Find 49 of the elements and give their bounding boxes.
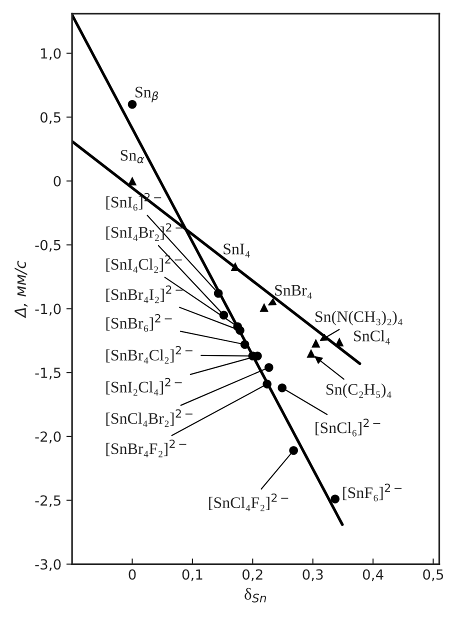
annotation: [SnI₄Br₂]$^{2−}$ (106, 223, 183, 241)
y-tick-label: -2,0 (35, 431, 61, 444)
annotation: [SnCl₄Br₂]$^{2−}$ (106, 409, 192, 427)
point (214, 288, 223, 298)
y-tick-label: -3,0 (35, 559, 61, 572)
y-tick-label: 0 (54, 176, 61, 186)
x-tick-label: 0,2 (242, 569, 262, 582)
annotation: [SnI₂Cl₄]$^{2−}$ (106, 378, 182, 396)
point (334, 338, 344, 346)
x-tick-label: 0,1 (182, 569, 202, 582)
y-axis-title: Δ, мм/с (14, 260, 28, 318)
point (289, 446, 298, 455)
point (262, 380, 272, 388)
point (306, 349, 316, 358)
annotation: [SnBr₄I₂]$^{2−}$ (106, 285, 183, 304)
annotation: [SnBr₄F₂]$^{2−}$ (106, 440, 186, 458)
x-tick-label: 0 (128, 569, 136, 580)
point (264, 363, 274, 372)
point (260, 303, 268, 312)
x-tick-label: 0,5 (423, 569, 444, 582)
point (278, 384, 287, 392)
point (330, 494, 340, 504)
annotation: SnCl₄ (354, 330, 390, 344)
y-tick-label: -0,5 (35, 240, 60, 252)
annotation: Sn(N(CH₃)₂)₄ (315, 310, 402, 326)
y-tick-label: 0,5 (40, 112, 60, 124)
x-tick-label: 0,4 (362, 569, 384, 582)
x-axis-title: δ$_{Sn}$ (244, 588, 266, 602)
annotation: Sn$_{β}$ (136, 86, 158, 102)
y-tick-label: 1,0 (41, 48, 61, 60)
y-tick-label: -1,0 (35, 304, 61, 316)
point (240, 340, 250, 349)
y-tick-label: -2,5 (35, 495, 60, 508)
x-tick-label: 0,3 (302, 569, 323, 582)
y-tick-label: -1,5 (35, 368, 60, 380)
annotation: SnI₄ (224, 244, 250, 258)
point (128, 100, 137, 109)
annotation: [SnCl₆]$^{2−}$ (316, 418, 380, 436)
annotation: Sn(C₂H₅)₄ (326, 384, 392, 398)
annotation: [SnBr₆]$^{2−}$ (106, 314, 172, 332)
annotation: [SnBr₄Cl₂]$^{2−}$ (106, 346, 192, 364)
annotation: [SnI₆]$^{2−}$ (106, 192, 162, 211)
annotation: [SnCl₄F₂]$^{2−}$ (209, 494, 288, 512)
point (236, 326, 244, 335)
point (128, 176, 137, 186)
annotation: [SnF₆]$^{2−}$ (343, 484, 402, 502)
annotation: Sn$_{α}$ (120, 150, 144, 164)
point (311, 338, 320, 348)
annotation: SnBr₄ (275, 284, 312, 299)
